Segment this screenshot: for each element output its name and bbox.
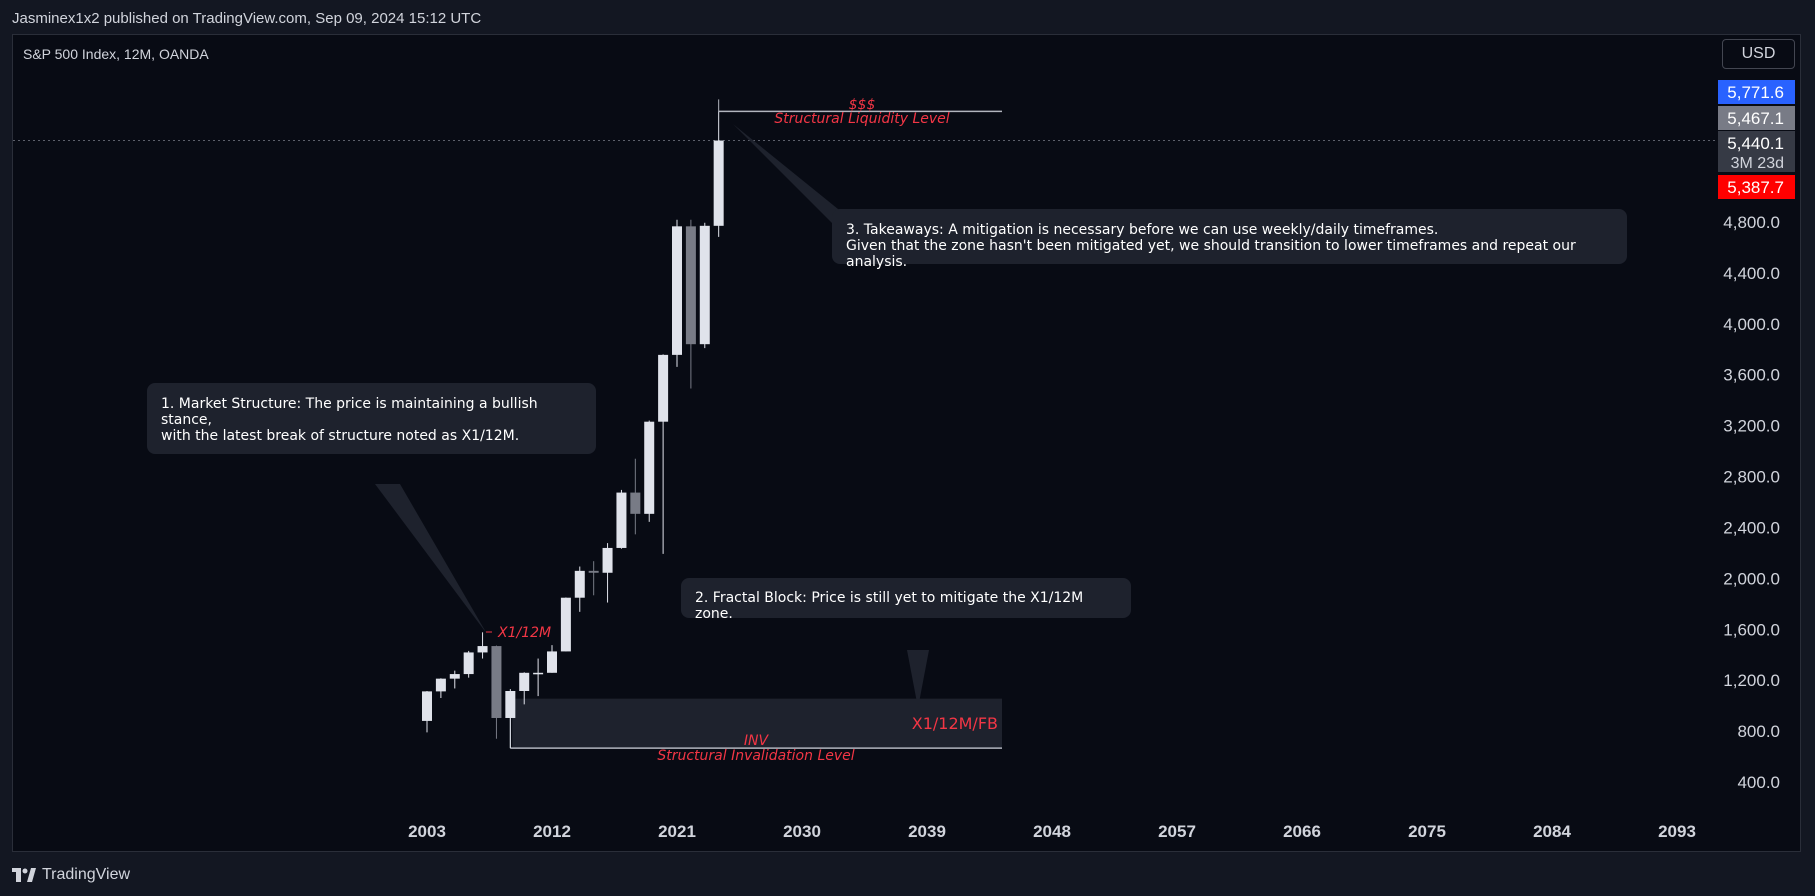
candle-body [491, 646, 502, 718]
y-tick-label: 2,800.0 [1723, 468, 1780, 487]
y-tick-label: 4,400.0 [1723, 264, 1780, 283]
liquidity-top-label: $$$ [849, 97, 876, 113]
price-label-box [1718, 175, 1795, 199]
candle-body [672, 226, 682, 355]
y-tick-label: 3,200.0 [1723, 417, 1780, 436]
y-tick-label: 3,600.0 [1723, 366, 1780, 385]
x-tick-label: 2003 [408, 822, 446, 841]
x-tick-label: 2075 [1408, 822, 1446, 841]
tradingview-logo-icon [12, 868, 36, 882]
candle-body [477, 646, 488, 653]
callout-market-structure: 1. Market Structure: The price is mainta… [147, 383, 596, 454]
candle-body [435, 678, 446, 692]
bottom-bar: TradingView [0, 852, 1815, 896]
callout-fractal-block: 2. Fractal Block: Price is still yet to … [681, 578, 1131, 622]
price-label-box [1718, 106, 1795, 130]
x-tick-label: 2012 [533, 822, 571, 841]
published-info: Jasminex1x2 published on TradingView.com… [12, 10, 482, 27]
x-tick-label: 2066 [1283, 822, 1321, 841]
candle-body [519, 672, 530, 691]
callout-2-pointer [907, 650, 929, 708]
y-tick-label: 1,600.0 [1723, 620, 1780, 639]
candle-body [574, 570, 585, 598]
top-bar: Jasminex1x2 published on TradingView.com… [0, 0, 1815, 34]
callout-takeaways: 3. Takeaways: A mitigation is necessary … [832, 209, 1627, 270]
candle-body [588, 570, 599, 573]
y-tick-label: 2,400.0 [1723, 518, 1780, 537]
candle-body [658, 354, 669, 422]
x-tick-label: 2030 [783, 822, 821, 841]
candle-body [533, 672, 544, 675]
x-tick-label: 2048 [1033, 822, 1071, 841]
price-label: 5,440.1 [1727, 134, 1784, 153]
candle-body [547, 651, 557, 673]
price-label-box [1718, 131, 1795, 172]
candle-body [449, 674, 460, 679]
y-tick-label: 4,000.0 [1723, 315, 1780, 334]
candle-body [505, 691, 516, 718]
candle-body [422, 691, 432, 721]
price-label-box [1718, 80, 1795, 104]
x-tick-label: 2084 [1533, 822, 1571, 841]
fractal-block-label: X1/12M/FB [912, 714, 998, 733]
symbol-info: S&P 500 Index, 12M, OANDA [23, 46, 209, 62]
y-tick-label: 400.0 [1737, 773, 1780, 792]
y-tick-label: 4,800.0 [1723, 213, 1780, 232]
invalidation-level-label: Structural Invalidation Level [657, 748, 854, 764]
fractal-block-zone [512, 698, 1002, 749]
y-tick-label: 1,200.0 [1723, 671, 1780, 690]
countdown-label: 3M 23d [1731, 155, 1784, 172]
tradingview-logo[interactable]: TradingView [12, 866, 130, 884]
price-label: 5,467.1 [1727, 109, 1784, 128]
candle-body [616, 492, 627, 548]
candle-body [463, 652, 474, 675]
tradingview-brand: TradingView [42, 866, 131, 883]
callout-1-pointer [375, 484, 487, 634]
candle-body [560, 597, 571, 652]
inv-top-label: INV [744, 733, 770, 749]
candle-body [602, 547, 613, 573]
currency-button[interactable]: USD [1722, 39, 1795, 69]
liquidity-level-label: Structural Liquidity Level [774, 111, 949, 127]
candle-body [699, 225, 710, 345]
y-tick-label: 800.0 [1737, 722, 1780, 741]
y-tick-label: 2,000.0 [1723, 569, 1780, 588]
candle-body [644, 421, 655, 514]
x-tick-label: 2057 [1158, 822, 1196, 841]
x-tick-label: 2021 [658, 822, 696, 841]
candle-body [713, 140, 724, 226]
price-label: 5,387.7 [1727, 178, 1784, 197]
candle-body [630, 492, 641, 514]
candlestick-chart[interactable]: 2003 2012 2021 2030 2039 2048 2057 2066 2075 2084… [0, 0, 1815, 852]
candle-body [685, 226, 696, 345]
x1-12m-label: X1/12M [497, 625, 551, 641]
x-tick-label: 2093 [1658, 822, 1696, 841]
price-label: 5,771.6 [1727, 83, 1784, 102]
x-tick-label: 2039 [908, 822, 946, 841]
